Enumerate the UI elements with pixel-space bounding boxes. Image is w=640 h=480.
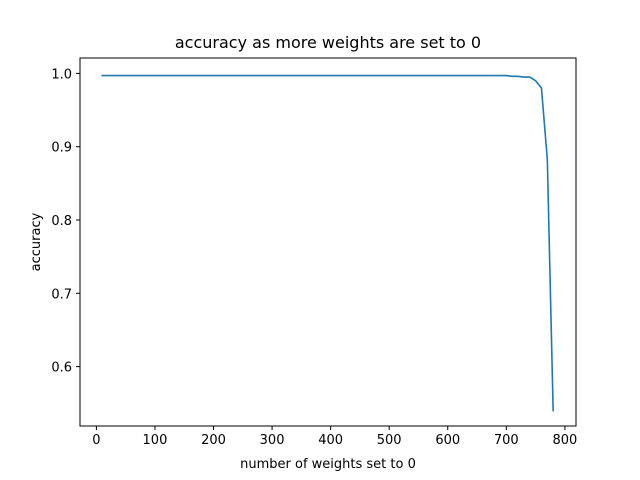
x-tick-label: 800 [552, 433, 577, 448]
y-tick-label: 0.6 [51, 361, 72, 376]
x-tick-label: 200 [201, 433, 226, 448]
x-tick-label: 100 [143, 433, 168, 448]
y-tick-label: 0.8 [51, 214, 72, 229]
x-tick-label: 0 [92, 433, 100, 448]
plot-area: 0 100 200 300 400 500 600 700 800 0.6 0.7 0.8 0.9 1.0 [51, 67, 577, 448]
x-axis-label: number of weights set to 0 [240, 457, 416, 472]
x-tick-label: 400 [318, 433, 343, 448]
y-axis-label: accuracy [29, 212, 44, 271]
y-tick-label: 0.9 [51, 141, 72, 156]
x-tick-label: 300 [260, 433, 285, 448]
chart-title: accuracy as more weights are set to 0 [175, 33, 481, 52]
y-tick-label: 0.7 [51, 287, 72, 302]
x-tick-label: 500 [377, 433, 402, 448]
x-tick-label: 600 [435, 433, 460, 448]
axes-frame [79, 57, 577, 427]
x-tick-label: 700 [494, 433, 519, 448]
y-tick-label: 1.0 [51, 67, 72, 82]
accuracy-series-line [101, 74, 554, 412]
